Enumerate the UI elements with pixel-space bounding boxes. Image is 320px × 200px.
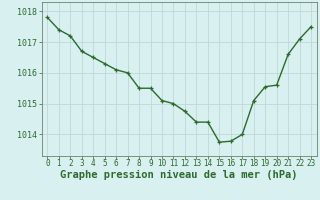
X-axis label: Graphe pression niveau de la mer (hPa): Graphe pression niveau de la mer (hPa)	[60, 170, 298, 180]
